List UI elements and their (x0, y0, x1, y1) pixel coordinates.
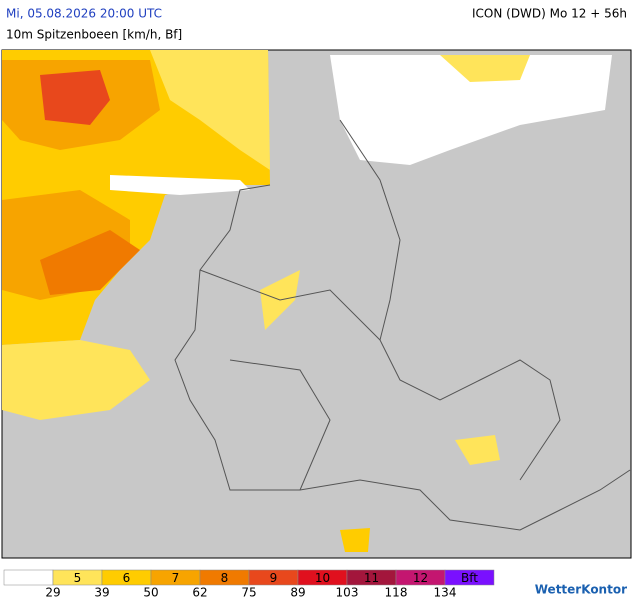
datetime: Mi, 05.08.2026 20:00 UTC (6, 7, 162, 21)
legend-label: 12 (413, 571, 428, 585)
model: ICON (DWD) Mo 12 + 56h (472, 7, 627, 21)
legend-label: 5 (74, 571, 82, 585)
legend-threshold: 103 (336, 586, 359, 600)
legend-threshold: 62 (192, 586, 207, 600)
legend-threshold: 50 (143, 586, 158, 600)
legend-label: 9 (270, 571, 278, 585)
legend-swatch (444, 569, 495, 586)
logo: WetterKontor (535, 583, 627, 597)
legend-label: 6 (123, 571, 131, 585)
legend-threshold: 118 (385, 586, 408, 600)
legend-threshold: 89 (290, 586, 305, 600)
parameter: 10m Spitzenboeen [km/h, Bf] (6, 28, 182, 42)
legend-threshold: 75 (241, 586, 256, 600)
legend-label: 10 (315, 571, 330, 585)
legend-threshold: 134 (434, 586, 457, 600)
legend-threshold: 29 (45, 586, 60, 600)
legend-label: Bft (461, 571, 478, 585)
legend-label: 7 (172, 571, 180, 585)
map (1, 49, 632, 559)
legend-label: 11 (364, 571, 379, 585)
legend-threshold: 39 (94, 586, 109, 600)
legend-swatch (3, 569, 54, 586)
legend-label: 8 (221, 571, 229, 585)
